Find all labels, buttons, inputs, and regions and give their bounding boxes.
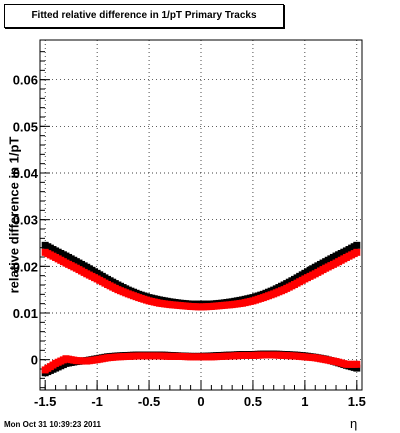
data-point	[353, 360, 361, 368]
x-axis-label: η	[350, 416, 358, 431]
y-axis-label: relative difference in 1/pT	[6, 136, 22, 294]
data-point	[353, 241, 361, 249]
x-tick-label: -0.5	[138, 394, 160, 409]
y-tick-label: 0.06	[13, 73, 38, 88]
y-tick-label: 0	[31, 353, 38, 368]
x-tick-label: -1	[91, 394, 103, 409]
y-tick-label: 0.05	[13, 119, 38, 134]
footer-timestamp: Mon Oct 31 10:39:23 2011	[4, 420, 101, 429]
y-tick-label: 0.03	[13, 213, 38, 228]
x-tick-label: 0.5	[244, 394, 262, 409]
y-tick-label: 0.04	[13, 166, 39, 181]
x-tick-label: 0	[197, 394, 204, 409]
x-tick-label: 1.5	[348, 394, 366, 409]
data-point	[353, 364, 361, 372]
x-tick-label: 1	[301, 394, 308, 409]
x-tick-label: -1.5	[34, 394, 56, 409]
y-tick-label: 0.01	[13, 306, 38, 321]
y-tick-label: 0.02	[13, 259, 38, 274]
chart-title: Fitted relative difference in 1/pT Prima…	[4, 4, 284, 28]
data-point	[353, 248, 361, 256]
